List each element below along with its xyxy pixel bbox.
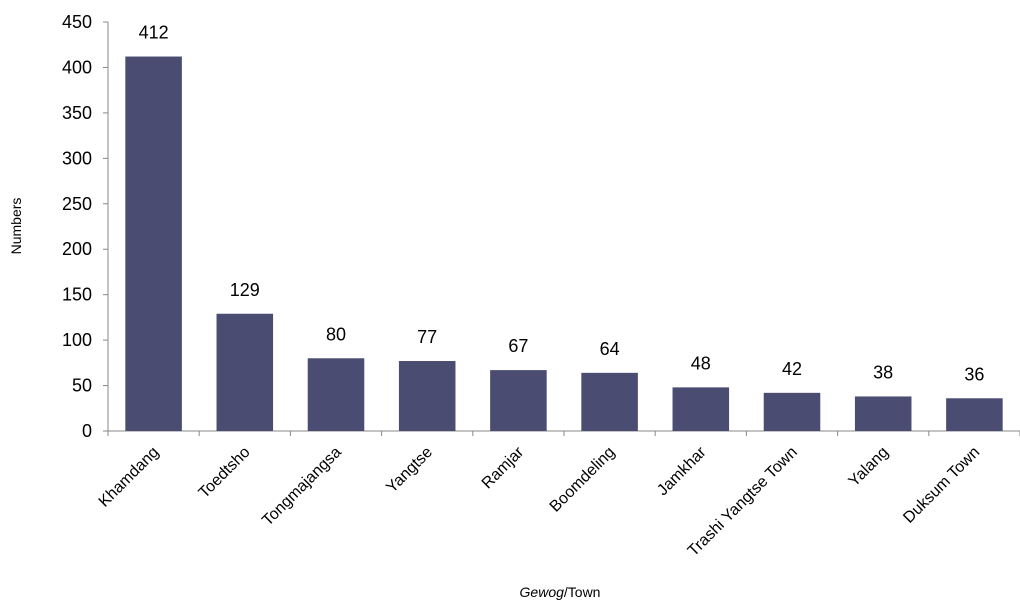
data-label: 77 (417, 327, 437, 347)
category-label: Boomdeling (547, 444, 619, 516)
data-label: 80 (326, 324, 346, 344)
bar (398, 361, 456, 431)
bar (307, 358, 365, 431)
data-label: 42 (782, 359, 802, 379)
data-label: 67 (508, 336, 528, 356)
data-label: 129 (230, 280, 260, 300)
y-tick-label: 450 (62, 12, 92, 32)
category-label: Jamkhar (654, 443, 710, 499)
bar (672, 387, 730, 431)
y-tick-label: 150 (62, 285, 92, 305)
data-label: 36 (964, 364, 984, 384)
category-label: Duksum Town (900, 444, 983, 527)
x-axis-title-italic: Gewog (520, 584, 565, 600)
x-axis (107, 430, 1020, 436)
y-tick-label: 0 (82, 421, 92, 441)
bar (763, 392, 821, 431)
data-labels: 412 129 80 77 67 64 48 42 38 36 (139, 23, 985, 385)
bar (490, 370, 547, 431)
x-axis-title: Gewog/Town (520, 584, 601, 600)
y-tick-label: 50 (72, 376, 92, 396)
y-tick-label: 100 (62, 330, 92, 350)
data-label: 412 (139, 23, 169, 43)
y-axis: 0 50 100 150 200 250 300 350 400 450 (62, 12, 109, 441)
y-tick-label: 250 (62, 194, 92, 214)
data-label: 48 (691, 353, 711, 373)
data-label: 38 (873, 362, 893, 382)
category-labels: Khamdang Toedtsho Tongmajangsa Yangtse Ramja… (96, 443, 984, 559)
category-label: Ramjar (479, 443, 528, 492)
category-label: Yalang (846, 444, 892, 490)
category-label: Khamdang (96, 444, 163, 511)
y-tick-label: 300 (62, 148, 92, 168)
bar (854, 396, 912, 431)
category-label: Toedtsho (196, 444, 254, 502)
y-tick-label: 350 (62, 103, 92, 123)
data-label: 64 (600, 339, 620, 359)
category-label: Tongmajangsa (259, 444, 345, 530)
y-axis-title: Numbers (8, 198, 24, 255)
bar (946, 398, 1003, 431)
bar (581, 372, 638, 431)
x-axis-title-rest: /Town (564, 584, 601, 600)
y-tick-label: 400 (62, 57, 92, 77)
bars (125, 56, 1003, 431)
bar (216, 313, 274, 431)
category-label: Yangtse (383, 444, 436, 497)
bar (125, 56, 182, 431)
y-tick-label: 200 (62, 239, 92, 259)
